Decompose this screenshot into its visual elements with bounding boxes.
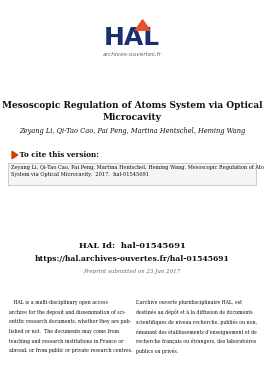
Text: scientifiques de niveau recherche, publiés ou non,: scientifiques de niveau recherche, publi… bbox=[136, 319, 257, 325]
Text: Zeyang Li, Qi-Tao Cao, Pai Peng, Martina Hentschel, Heming Wang. Mesoscopic Regu: Zeyang Li, Qi-Tao Cao, Pai Peng, Martina… bbox=[11, 165, 264, 178]
Text: HAL is a multi-disciplinary open access: HAL is a multi-disciplinary open access bbox=[9, 300, 108, 305]
Text: archive for the deposit and dissemination of sci-: archive for the deposit and disseminatio… bbox=[9, 310, 125, 315]
Text: Mesoscopic Regulation of Atoms System via Optical: Mesoscopic Regulation of Atoms System vi… bbox=[2, 100, 262, 110]
Text: archives-ouvertes.fr: archives-ouvertes.fr bbox=[102, 53, 162, 57]
Text: lished or not.  The documents may come from: lished or not. The documents may come fr… bbox=[9, 329, 119, 334]
Text: abroad, or from public or private research centres.: abroad, or from public or private resear… bbox=[9, 348, 133, 354]
Text: destinée au dépôt et à la diffusion de documents: destinée au dépôt et à la diffusion de d… bbox=[136, 310, 253, 315]
FancyBboxPatch shape bbox=[8, 163, 256, 185]
Text: HAL: HAL bbox=[104, 26, 160, 50]
Text: publics ou privés.: publics ou privés. bbox=[136, 348, 178, 354]
Polygon shape bbox=[12, 151, 18, 159]
Text: recherche français ou étrangers, des laboratoires: recherche français ou étrangers, des lab… bbox=[136, 339, 256, 344]
Polygon shape bbox=[135, 20, 150, 30]
Text: https://hal.archives-ouvertes.fr/hal-01545691: https://hal.archives-ouvertes.fr/hal-015… bbox=[35, 255, 229, 263]
Text: Zeyang Li, Qi-Tao Cao, Pai Peng, Martina Hentschel, Heming Wang: Zeyang Li, Qi-Tao Cao, Pai Peng, Martina… bbox=[19, 127, 245, 135]
Text: Microcavity: Microcavity bbox=[102, 113, 162, 122]
Text: teaching and research institutions in France or: teaching and research institutions in Fr… bbox=[9, 339, 124, 344]
Text: L’archive ouverte pluridisciplinaire HAL, est: L’archive ouverte pluridisciplinaire HAL… bbox=[136, 300, 242, 305]
Text: To cite this version:: To cite this version: bbox=[17, 151, 99, 159]
Text: Preprint submitted on 23 Jun 2017: Preprint submitted on 23 Jun 2017 bbox=[83, 269, 181, 273]
Text: entific research documents, whether they are pub-: entific research documents, whether they… bbox=[9, 319, 131, 325]
Text: émanant des établissements d’enseignement et de: émanant des établissements d’enseignemen… bbox=[136, 329, 257, 335]
Text: HAL Id:  hal-01545691: HAL Id: hal-01545691 bbox=[79, 242, 185, 250]
